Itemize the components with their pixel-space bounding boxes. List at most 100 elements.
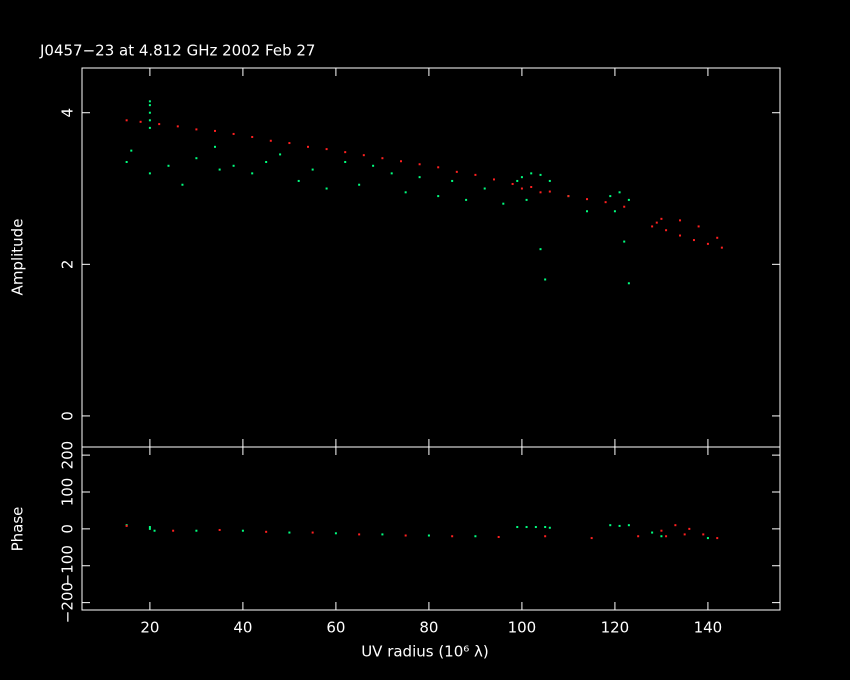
point <box>311 531 314 534</box>
point <box>520 176 523 179</box>
point <box>148 104 151 107</box>
point <box>493 178 496 181</box>
point <box>697 225 700 228</box>
point <box>674 524 677 527</box>
point <box>539 191 542 194</box>
point <box>544 535 547 538</box>
point <box>530 172 533 175</box>
point <box>139 120 142 123</box>
point <box>539 248 542 251</box>
point <box>325 187 328 190</box>
point <box>613 210 616 213</box>
point <box>130 149 133 152</box>
point <box>167 164 170 167</box>
point <box>716 537 719 540</box>
point <box>525 198 528 201</box>
point <box>637 535 640 538</box>
y-tick-label: −100 <box>59 545 77 586</box>
point <box>195 128 198 131</box>
point <box>390 172 393 175</box>
y-tick-label: 4 <box>59 108 77 118</box>
point <box>497 535 500 538</box>
point <box>679 234 682 237</box>
y-tick-label: 200 <box>59 441 77 470</box>
point <box>125 160 128 163</box>
point <box>334 532 337 535</box>
point <box>148 527 151 530</box>
y-tick-label: −200 <box>59 582 77 623</box>
point <box>651 225 654 228</box>
point <box>325 148 328 151</box>
point <box>344 160 347 163</box>
point <box>213 129 216 132</box>
point <box>516 179 519 182</box>
point <box>232 132 235 135</box>
point <box>437 195 440 198</box>
x-axis-label: UV radius (10⁶ λ) <box>361 643 489 661</box>
point <box>720 246 723 249</box>
point <box>665 229 668 232</box>
point <box>465 198 468 201</box>
point <box>618 524 621 527</box>
point <box>525 526 528 529</box>
point <box>548 526 551 529</box>
point <box>586 210 589 213</box>
point <box>311 168 314 171</box>
point <box>344 151 347 154</box>
point <box>153 529 156 532</box>
point <box>604 201 607 204</box>
point <box>358 533 361 536</box>
point <box>665 535 668 538</box>
point <box>706 242 709 245</box>
point <box>627 198 630 201</box>
point <box>502 202 505 205</box>
point <box>618 191 621 194</box>
point <box>176 125 179 128</box>
y-tick-label: 0 <box>59 524 77 534</box>
point <box>692 239 695 242</box>
point <box>358 183 361 186</box>
point <box>474 173 477 176</box>
point <box>679 219 682 222</box>
chart-title: J0457−23 at 4.812 GHz 2002 Feb 27 <box>39 42 315 60</box>
point <box>590 537 593 540</box>
point <box>660 535 663 538</box>
point <box>548 179 551 182</box>
point <box>218 528 221 531</box>
point <box>232 164 235 167</box>
point <box>427 534 430 537</box>
point <box>623 205 626 208</box>
point <box>688 527 691 530</box>
point <box>288 531 291 534</box>
point <box>148 526 151 529</box>
x-tick-label: 140 <box>694 619 723 637</box>
point <box>530 186 533 189</box>
point <box>548 190 551 193</box>
point <box>520 187 523 190</box>
point <box>404 191 407 194</box>
point <box>706 537 709 540</box>
point <box>609 195 612 198</box>
point <box>251 135 254 138</box>
x-tick-label: 100 <box>508 619 537 637</box>
point <box>627 524 630 527</box>
point <box>195 157 198 160</box>
point <box>660 529 663 532</box>
point <box>381 533 384 536</box>
x-tick-label: 20 <box>140 619 159 637</box>
point <box>181 183 184 186</box>
point <box>609 524 612 527</box>
point <box>362 154 365 157</box>
point <box>148 100 151 103</box>
point <box>148 172 151 175</box>
point <box>288 142 291 145</box>
point <box>265 530 268 533</box>
point <box>516 526 519 529</box>
point <box>307 145 310 148</box>
point <box>279 153 282 156</box>
point <box>418 176 421 179</box>
point <box>241 529 244 532</box>
point <box>148 126 151 129</box>
